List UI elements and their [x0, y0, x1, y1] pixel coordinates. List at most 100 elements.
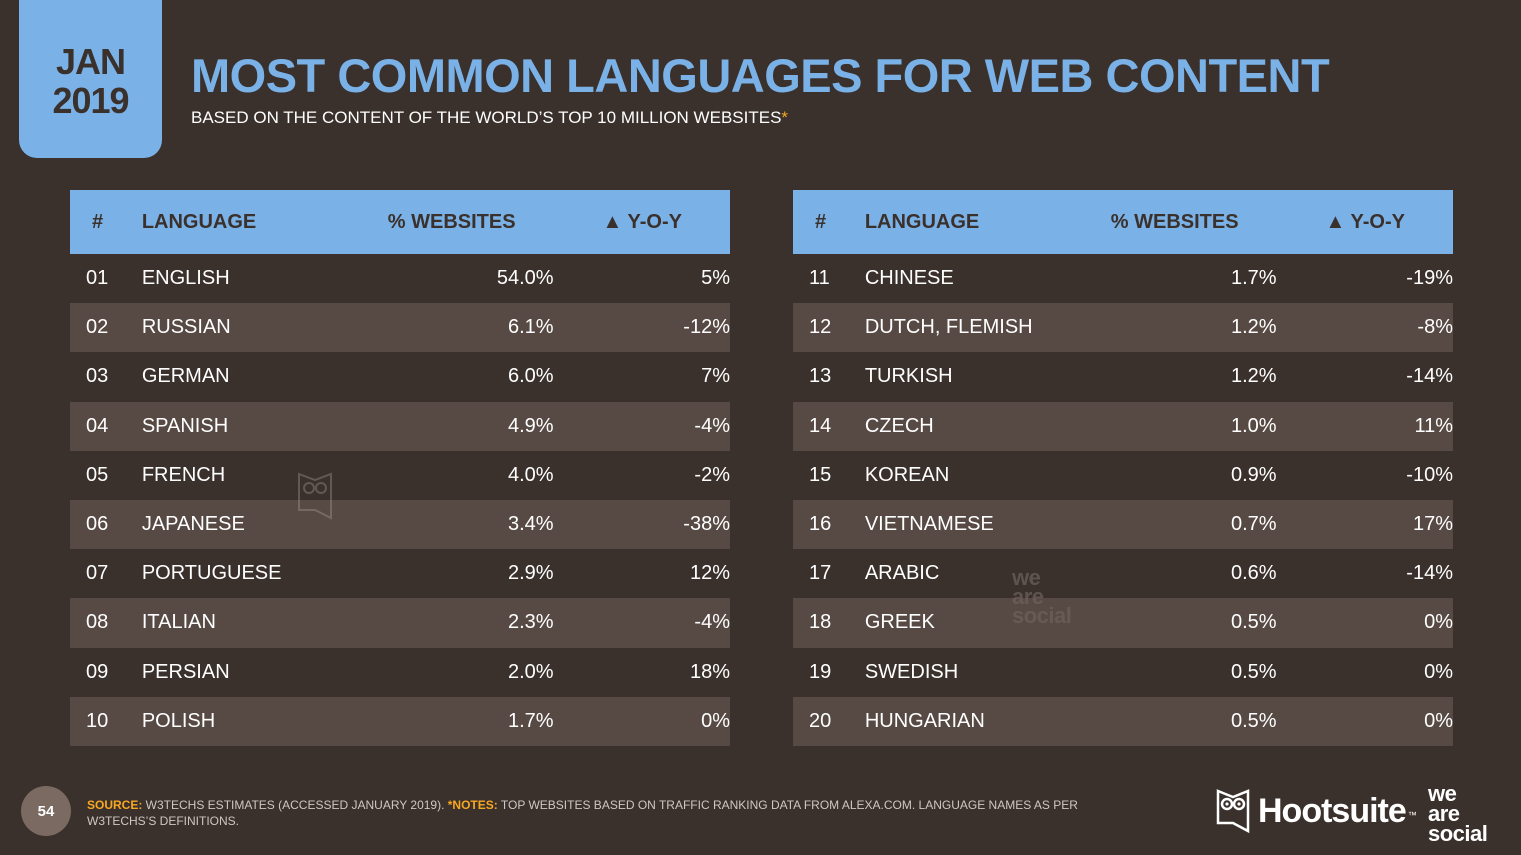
- rank-cell: 12: [809, 316, 832, 339]
- rank-cell: 10: [86, 709, 109, 732]
- table-row: 14 CZECH 1.0% 11%: [793, 401, 1453, 451]
- col-header-yoy: ▲ Y-O-Y: [602, 210, 682, 233]
- yoy-change-cell: 0%: [1424, 709, 1453, 732]
- table-row: 16 VIETNAMESE 0.7% 17%: [793, 499, 1453, 550]
- rank-cell: 15: [809, 463, 832, 486]
- date-badge: JAN 2019: [19, 0, 162, 158]
- col-header-websites: % WEBSITES: [387, 210, 516, 233]
- language-cell: TURKISH: [864, 365, 953, 388]
- badge-month: JAN: [55, 41, 126, 82]
- rank-cell: 04: [86, 414, 109, 437]
- rank-cell: 03: [86, 365, 109, 388]
- table-header: # LANGUAGE % WEBSITES ▲ Y-O-Y: [70, 190, 730, 254]
- rank-cell: 06: [86, 513, 109, 536]
- page-subtitle: BASED ON THE CONTENT OF THE WORLD’S TOP …: [191, 108, 788, 128]
- yoy-change-cell: -8%: [1417, 316, 1453, 339]
- notes-text: TOP WEBSITES BASED ON TRAFFIC RANKING DA…: [87, 798, 1078, 828]
- page-number-badge: 54: [21, 786, 71, 836]
- yoy-change-cell: -19%: [1406, 267, 1453, 290]
- table-row: 19 SWEDISH 0.5% 0%: [793, 648, 1453, 697]
- websites-pct-cell: 3.4%: [507, 513, 554, 536]
- websites-pct-cell: 4.0%: [507, 463, 554, 486]
- websites-pct-cell: 1.7%: [1230, 267, 1277, 290]
- logo-word: are: [1428, 801, 1460, 826]
- watermark-word: social: [1012, 603, 1072, 628]
- yoy-change-cell: 0%: [701, 709, 730, 732]
- hootsuite-trademark: ™: [1407, 810, 1417, 820]
- table-row: 10 POLISH 1.7% 0%: [70, 696, 730, 746]
- table-row: 03 GERMAN 6.0% 7%: [70, 352, 730, 401]
- rank-cell: 08: [86, 611, 109, 634]
- websites-pct-cell: 0.6%: [1230, 562, 1277, 585]
- rank-cell: 13: [809, 365, 832, 388]
- yoy-change-cell: 17%: [1412, 513, 1453, 536]
- yoy-change-cell: 11%: [1414, 414, 1453, 437]
- table-row: 02 RUSSIAN 6.1% -12%: [70, 303, 730, 353]
- websites-pct-cell: 0.9%: [1230, 463, 1277, 486]
- source-label: SOURCE:: [87, 798, 143, 812]
- language-cell: JAPANESE: [141, 513, 245, 536]
- rank-cell: 18: [809, 611, 832, 634]
- yoy-change-cell: -4%: [694, 611, 730, 634]
- websites-pct-cell: 54.0%: [496, 267, 554, 290]
- websites-pct-cell: 1.0%: [1230, 414, 1277, 437]
- logo-word: we: [1428, 781, 1457, 806]
- table-header: # LANGUAGE % WEBSITES ▲ Y-O-Y: [793, 190, 1453, 254]
- col-header-rank: #: [815, 210, 827, 233]
- source-text: W3TECHS ESTIMATES (ACCESSED JANUARY 2019…: [142, 798, 448, 812]
- table-row: 05 FRENCH 4.0% -2%: [70, 451, 730, 500]
- websites-pct-cell: 6.1%: [507, 316, 554, 339]
- col-header-language: LANGUAGE: [864, 210, 980, 233]
- hootsuite-logo: Hootsuite ™: [1216, 788, 1417, 834]
- websites-pct-cell: 1.7%: [507, 709, 554, 732]
- table-body-right: 11 CHINESE 1.7% -19% 12 DUTCH, FLEMISH 1.2% -8%…: [793, 254, 1453, 746]
- language-cell: VIETNAMESE: [864, 513, 994, 536]
- language-cell: RUSSIAN: [141, 316, 231, 339]
- websites-pct-cell: 0.5%: [1230, 709, 1277, 732]
- rank-cell: 20: [809, 709, 832, 732]
- language-cell: FRENCH: [141, 463, 226, 486]
- col-header-yoy: ▲ Y-O-Y: [1325, 210, 1405, 233]
- table-row: 15 KOREAN 0.9% -10%: [793, 451, 1453, 500]
- hootsuite-wordmark: Hootsuite: [1258, 791, 1407, 830]
- language-cell: HUNGARIAN: [864, 709, 985, 732]
- page-title: MOST COMMON LANGUAGES FOR WEB CONTENT: [191, 49, 1330, 102]
- col-header-rank: #: [92, 210, 104, 233]
- table-row: 12 DUTCH, FLEMISH 1.2% -8%: [793, 303, 1453, 353]
- language-cell: PERSIAN: [141, 660, 230, 683]
- language-cell: ARABIC: [864, 562, 940, 585]
- websites-pct-cell: 0.7%: [1230, 513, 1277, 536]
- websites-pct-cell: 4.9%: [507, 414, 554, 437]
- language-cell: KOREAN: [864, 463, 950, 486]
- rank-cell: 16: [809, 513, 832, 536]
- logo-word: social: [1428, 821, 1488, 846]
- owl-watermark-icon: [298, 472, 332, 520]
- websites-pct-cell: 2.9%: [507, 562, 554, 585]
- yoy-change-cell: 5%: [701, 267, 730, 290]
- rank-cell: 17: [809, 562, 832, 585]
- websites-pct-cell: 0.5%: [1230, 611, 1277, 634]
- table-row: 20 HUNGARIAN 0.5% 0%: [793, 696, 1453, 746]
- language-cell: DUTCH, FLEMISH: [864, 316, 1033, 339]
- table-row: 06 JAPANESE 3.4% -38%: [70, 499, 730, 550]
- websites-pct-cell: 6.0%: [507, 365, 554, 388]
- language-cell: POLISH: [141, 709, 216, 732]
- websites-pct-cell: 1.2%: [1230, 316, 1277, 339]
- websites-pct-cell: 0.5%: [1230, 660, 1277, 683]
- we-are-social-watermark: we are social: [1012, 565, 1072, 628]
- websites-pct-cell: 2.3%: [507, 611, 554, 634]
- rank-cell: 02: [86, 316, 109, 339]
- table-row: 09 PERSIAN 2.0% 18%: [70, 648, 730, 697]
- yoy-change-cell: -12%: [683, 316, 730, 339]
- col-header-language: LANGUAGE: [141, 210, 257, 233]
- rank-cell: 19: [809, 660, 832, 683]
- footer-source-note: SOURCE: W3TECHS ESTIMATES (ACCESSED JANU…: [87, 797, 1147, 829]
- rank-cell: 05: [86, 463, 109, 486]
- language-cell: PORTUGUESE: [141, 562, 282, 585]
- subtitle-asterisk: *: [781, 108, 789, 127]
- yoy-change-cell: 7%: [701, 365, 730, 388]
- watermark-word: we: [1012, 565, 1041, 590]
- table-row: 08 ITALIAN 2.3% -4%: [70, 598, 730, 648]
- table-row: 17 ARABIC 0.6% -14%: [793, 549, 1453, 598]
- websites-pct-cell: 1.2%: [1230, 365, 1277, 388]
